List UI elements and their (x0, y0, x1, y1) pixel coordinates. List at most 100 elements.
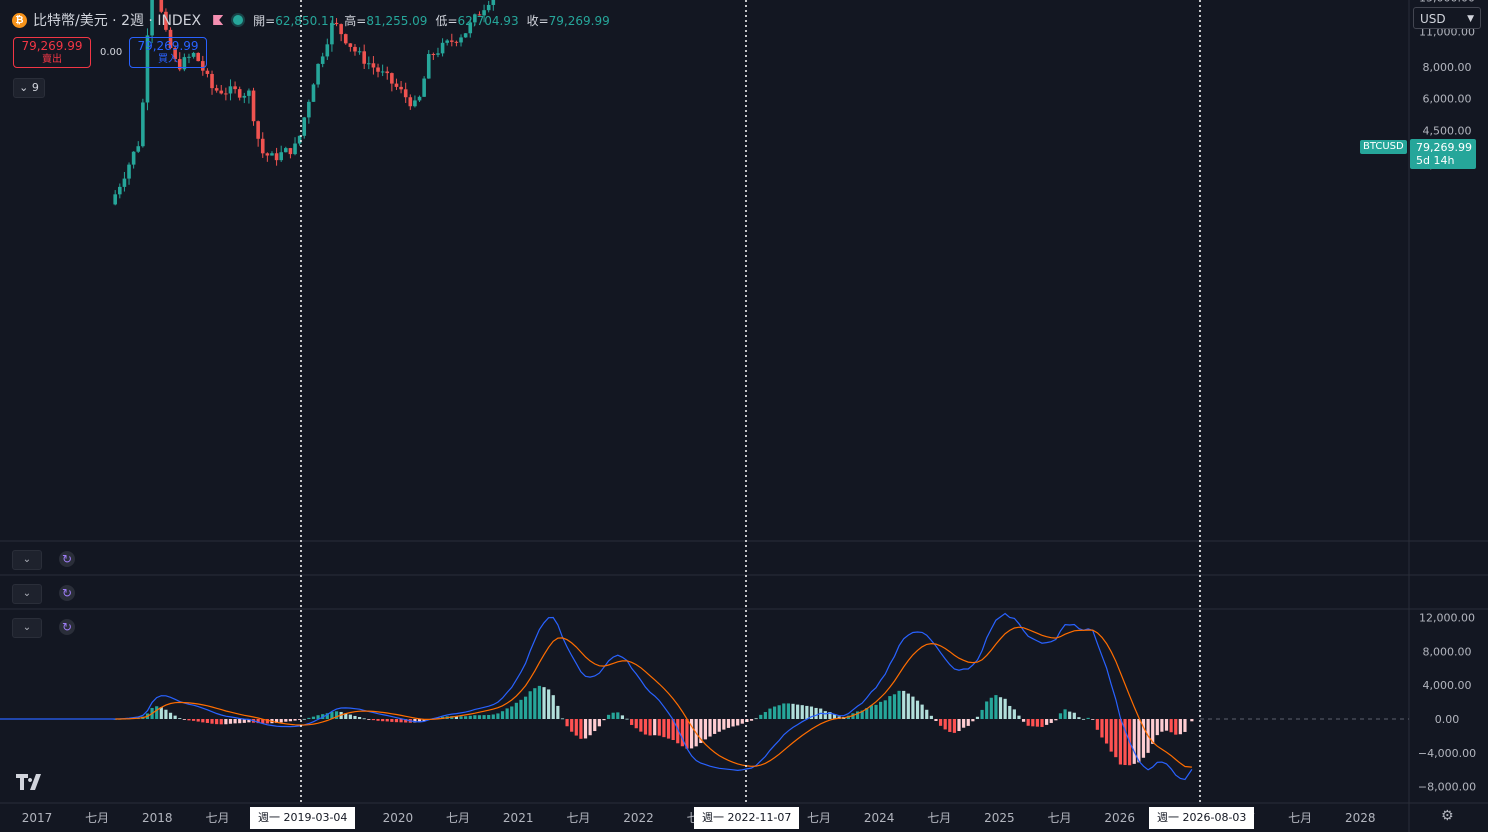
macd-histogram-bar (920, 704, 924, 719)
macd-histogram-bar (791, 703, 795, 719)
candle-body (367, 63, 371, 65)
macd-histogram-bar (717, 719, 721, 732)
macd-histogram-bar (238, 719, 242, 724)
pane-collapse-button-3[interactable]: ⌄ (12, 618, 42, 638)
macd-histogram-bar (676, 719, 680, 744)
candle-body (228, 86, 233, 94)
settings-icon[interactable]: ⚙ (1441, 808, 1454, 824)
macd-histogram-bar (215, 719, 219, 725)
candle-body (431, 53, 436, 55)
candle-body (118, 186, 122, 195)
refresh-icon[interactable]: ↻ (59, 619, 75, 635)
macd-histogram-bar (892, 694, 897, 719)
time-tick-label: 七月 (566, 811, 590, 825)
candle-body (260, 138, 265, 154)
macd-histogram-bar (1008, 705, 1012, 719)
price-tick-label: 4,500.00 (1423, 124, 1472, 137)
macd-histogram-bar (219, 719, 223, 725)
macd-histogram-bar (1155, 719, 1159, 736)
macd-histogram-bar (196, 719, 200, 722)
macd-histogram-bar (473, 715, 477, 719)
macd-histogram-bar (782, 703, 786, 719)
sell-button[interactable]: 79,269.99 賣出 (13, 37, 91, 68)
ohlc-close: 收=79,269.99 (526, 13, 610, 28)
candle-body (279, 152, 283, 161)
candle-body (297, 135, 302, 144)
macd-histogram-bar (1104, 719, 1109, 744)
macd-histogram-bar (583, 719, 588, 739)
currency-select[interactable]: USD ▼ (1413, 7, 1481, 29)
macd-histogram-bar (210, 719, 214, 724)
macd-histogram-bar (1091, 719, 1095, 720)
macd-histogram-bar (224, 719, 228, 725)
candle-body (265, 153, 270, 156)
macd-histogram-bar (851, 713, 855, 719)
macd-histogram-bar (736, 719, 740, 726)
candle-body (288, 148, 293, 155)
buy-button[interactable]: 79,269.99 買入 (129, 37, 207, 68)
candle-body (482, 10, 486, 16)
time-tick-label: 2026 (1104, 811, 1135, 825)
time-tick-label: 七月 (205, 811, 229, 825)
macd-histogram-bar (630, 719, 634, 725)
macd-histogram-bar (666, 719, 671, 739)
macd-histogram-bar (768, 708, 772, 719)
macd-histogram-bar (1035, 719, 1040, 727)
candle-body (274, 153, 279, 161)
macd-histogram-bar (828, 711, 832, 719)
macd-histogram-bar (634, 719, 638, 729)
macd-histogram-bar (1045, 719, 1049, 725)
candle-body (196, 52, 200, 62)
time-tick-label: 七月 (446, 811, 470, 825)
macd-tick-label: −8,000.00 (1418, 781, 1476, 794)
signal-line (115, 626, 1192, 768)
macd-histogram-bar (865, 708, 869, 719)
candle-body (219, 90, 224, 94)
refresh-icon[interactable]: ↻ (59, 585, 75, 601)
pane-collapse-button-1[interactable]: ⌄ (12, 550, 42, 570)
macd-histogram-bar (390, 719, 394, 722)
macd-histogram-bar (1164, 719, 1169, 731)
macd-histogram-bar (763, 712, 767, 719)
macd-histogram-bar (182, 719, 186, 720)
macd-histogram-bar (911, 696, 915, 719)
candle-body (141, 102, 145, 147)
pane-collapse-button-2[interactable]: ⌄ (12, 584, 42, 604)
candle-body (214, 88, 219, 91)
macd-histogram-bar (1017, 715, 1021, 719)
macd-histogram-bar (980, 709, 984, 719)
macd-histogram-bar (491, 714, 495, 719)
candle-body (131, 151, 136, 165)
candle-body (270, 153, 274, 156)
macd-histogram-bar (376, 719, 380, 721)
flag-icon[interactable] (213, 15, 224, 25)
macd-histogram-bar (888, 696, 892, 719)
macd-histogram-bar (533, 688, 537, 719)
macd-histogram-bar (173, 715, 177, 719)
macd-histogram-bar (468, 715, 472, 719)
macd-histogram-bar (168, 712, 173, 719)
macd-histogram-bar (648, 719, 652, 736)
macd-histogram-bar (201, 719, 205, 723)
macd-histogram-bar (1190, 719, 1194, 722)
macd-histogram-bar (1086, 717, 1090, 719)
indicator-count-toggle[interactable]: ⌄ 9 (13, 78, 45, 98)
candle-body (187, 56, 191, 58)
macd-histogram-bar (759, 714, 763, 719)
macd-histogram-bar (985, 701, 989, 719)
symbol-title[interactable]: 比特幣/美元 · 2週 · INDEX (33, 13, 202, 29)
candle-body (127, 164, 131, 179)
candle-body (159, 0, 164, 12)
time-tick-label: 七月 (927, 811, 951, 825)
candle-body (182, 57, 187, 70)
candle-body (339, 24, 343, 35)
candle-body (426, 53, 431, 79)
crosshair-date-label-1: 週一 2019-03-04 (250, 807, 356, 829)
candle-body (390, 73, 394, 84)
time-tick-label: 七月 (1288, 811, 1312, 825)
refresh-icon[interactable]: ↻ (59, 551, 75, 567)
market-status-icon (233, 15, 244, 25)
macd-histogram-bar (800, 705, 804, 719)
candle-body (399, 86, 403, 90)
